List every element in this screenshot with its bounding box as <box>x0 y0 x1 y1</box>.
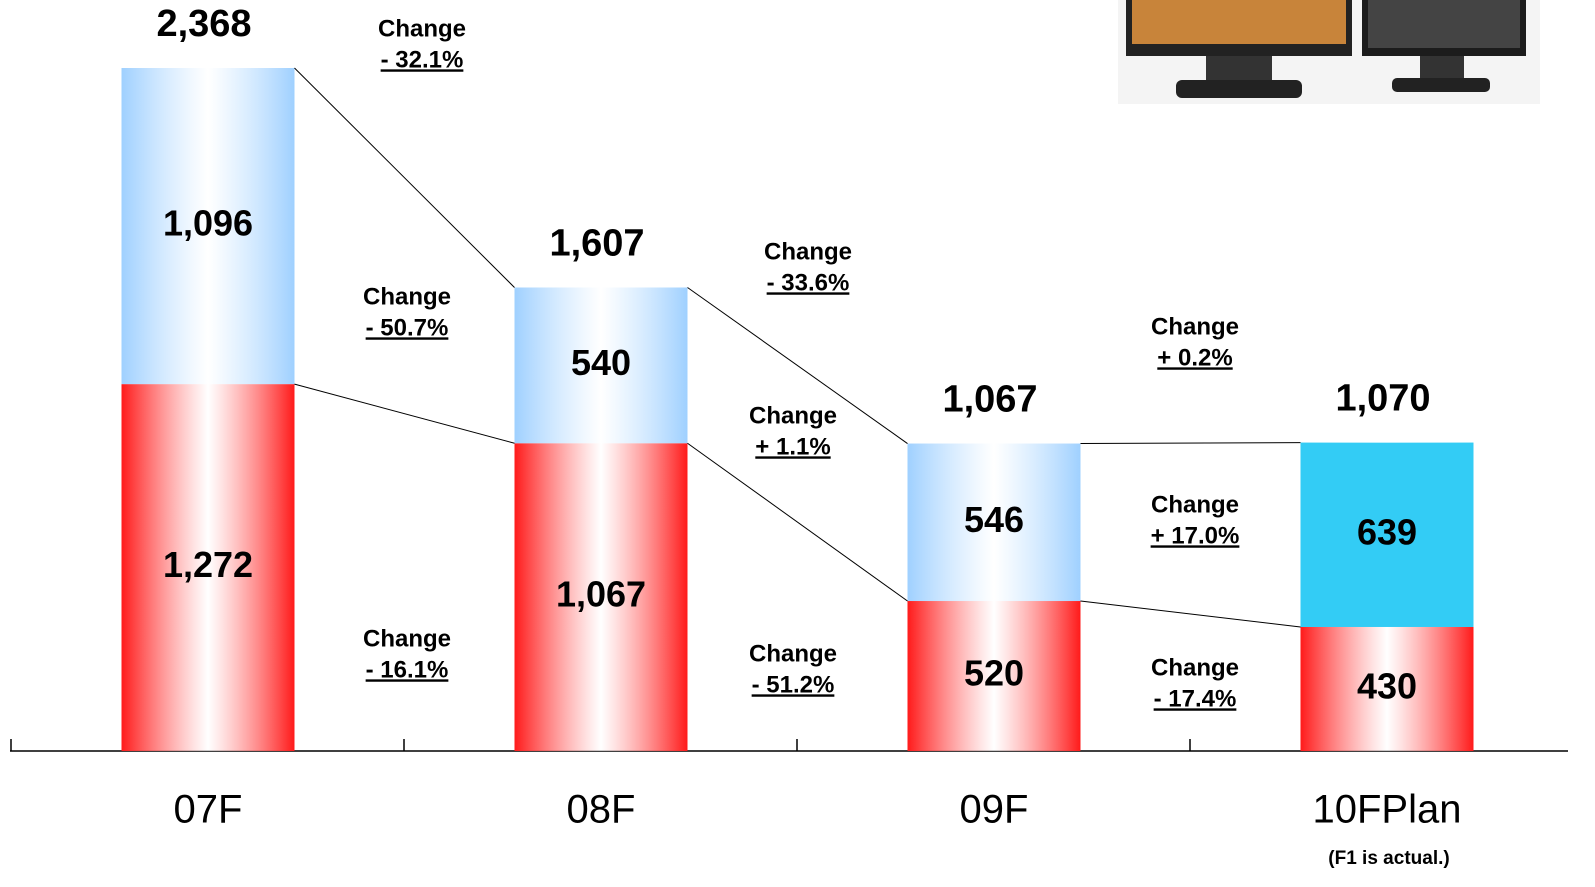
connector <box>687 287 908 444</box>
change-title: Change <box>749 402 837 429</box>
change-value: + 1.1% <box>755 433 830 460</box>
bar-segment <box>907 443 1081 602</box>
bar-pattern <box>1300 442 1474 627</box>
x-tick-label: 08F <box>567 788 636 832</box>
change-value: - 33.6% <box>767 269 850 296</box>
total-label: 2,368 <box>156 3 251 45</box>
change-title: Change <box>1151 491 1239 518</box>
bar-segment <box>121 384 295 751</box>
segment-label: 540 <box>571 342 631 383</box>
connector <box>1080 600 1301 628</box>
x-tick-label: 07F <box>174 788 243 832</box>
change-title: Change <box>764 238 852 265</box>
change-value: - 32.1% <box>381 46 464 73</box>
connector <box>294 67 515 288</box>
change-value: - 51.2% <box>752 671 835 698</box>
change-value: - 17.4% <box>1154 685 1237 712</box>
bar-segment <box>514 287 688 444</box>
change-value: + 0.2% <box>1157 344 1232 371</box>
connector <box>294 383 515 444</box>
change-title: Change <box>1151 654 1239 681</box>
segment-label: 430 <box>1357 666 1417 707</box>
bar-segment <box>121 68 295 385</box>
bar-segment <box>1300 626 1474 751</box>
change-value: + 17.0% <box>1151 522 1240 549</box>
segment-label: 546 <box>964 499 1024 540</box>
change-title: Change <box>378 15 466 42</box>
segment-label: 520 <box>964 653 1024 694</box>
change-title: Change <box>1151 313 1239 340</box>
segment-label: 1,272 <box>163 544 253 585</box>
bar-segment <box>514 443 688 751</box>
total-label: 1,070 <box>1335 377 1430 419</box>
change-title: Change <box>363 625 451 652</box>
x-tick-label: 09F <box>960 788 1029 832</box>
bar-segment <box>907 601 1081 751</box>
change-title: Change <box>749 640 837 667</box>
change-value: - 16.1% <box>366 656 449 683</box>
segment-label: 1,067 <box>556 574 646 615</box>
x-tick-label: 10FPlan <box>1313 788 1462 832</box>
segment-label: 1,096 <box>163 203 253 244</box>
connector <box>687 442 908 602</box>
total-label: 1,067 <box>942 378 1037 420</box>
total-label: 1,607 <box>549 223 644 265</box>
change-value: - 50.7% <box>366 314 449 341</box>
segment-label: 639 <box>1357 511 1417 552</box>
monitor-image <box>1118 0 1540 104</box>
change-title: Change <box>363 283 451 310</box>
note: (F1 is actual.) <box>1328 848 1449 869</box>
connector <box>1080 442 1301 445</box>
